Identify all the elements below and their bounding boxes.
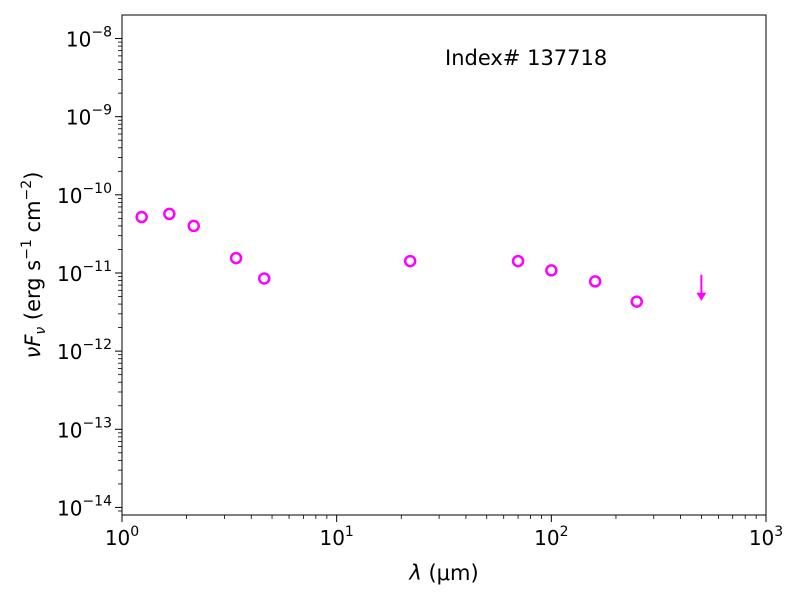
x-axis-title: λ (μm): [408, 561, 478, 585]
data-point: [187, 219, 201, 233]
data-point: [163, 207, 176, 221]
data-point: [135, 210, 148, 224]
data-point: [545, 264, 558, 277]
data-point: [511, 254, 525, 268]
data-point: [229, 251, 243, 265]
x-tick-label: 100: [105, 524, 139, 550]
y-tick-label: 10−12: [57, 337, 112, 364]
y-axis-title: νFν (erg s−1 cm−2): [19, 172, 49, 359]
y-tick-label: 10−11: [57, 259, 112, 286]
data-point: [630, 295, 644, 308]
data-point: [258, 272, 271, 285]
axis-ticks: 100 101 102 103 10−14 10−13 10−12 10−11 10−10 10−…: [57, 25, 783, 550]
data-point: [403, 254, 417, 268]
x-tick-label: 103: [749, 524, 783, 550]
plot-frame: [121, 14, 767, 516]
y-tick-label: 10−14: [57, 493, 112, 520]
y-tick-label: 10−10: [57, 181, 112, 208]
upper-limit-arrow: [696, 274, 707, 301]
x-tick-label: 102: [534, 524, 568, 550]
y-tick-label: 10−9: [66, 103, 112, 130]
data-marks: [135, 207, 707, 308]
chart-annotation: Index# 137718: [445, 46, 607, 70]
y-tick-label: 10−8: [66, 25, 112, 52]
x-tick-label: 101: [319, 524, 353, 550]
y-tick-label: 10−13: [57, 415, 112, 442]
data-point: [588, 275, 602, 288]
